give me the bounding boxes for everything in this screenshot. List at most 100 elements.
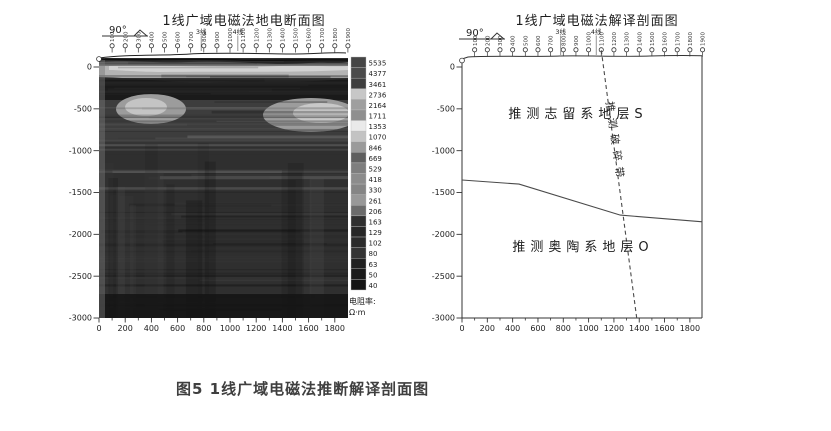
x-tick-label: 200	[480, 324, 495, 333]
station-label: 200	[485, 35, 491, 46]
depth-axis-right: 0 -500 -1000 -1500 -2000 -2500 -3000	[432, 63, 462, 323]
texture-streak	[99, 82, 348, 85]
station-marker	[548, 47, 554, 53]
texture-streak	[99, 122, 348, 124]
texture-streak	[159, 176, 348, 180]
x-tick-label: 1800	[325, 324, 345, 333]
texture-streak	[99, 187, 348, 190]
texture-streak	[99, 78, 348, 80]
station-label: 1000	[587, 32, 593, 46]
figure-caption: 图5 1线广域电磁法推断解译剖面图	[176, 380, 430, 398]
texture-streak	[99, 128, 348, 132]
texture-streak	[215, 133, 348, 135]
y-tick-label: -3000	[69, 314, 92, 323]
station-marker	[201, 43, 207, 49]
texture-column	[108, 178, 118, 318]
station-label: 400	[511, 35, 517, 46]
y-tick-label: -1000	[432, 146, 455, 155]
texture-streak	[187, 135, 348, 139]
texture-streak	[104, 60, 284, 63]
texture-streak	[99, 193, 348, 195]
station-label: 300	[498, 35, 504, 46]
right-panel-title: 1线广域电磁法解译剖面图	[515, 14, 678, 29]
texture-streak	[148, 176, 270, 180]
station-label: 800	[561, 35, 567, 46]
station-marker	[319, 43, 325, 49]
texture-streak	[99, 284, 348, 287]
texture-streak	[99, 256, 348, 258]
azimuth-triangle-icon	[490, 32, 505, 40]
colorbar-cell	[350, 247, 367, 259]
station-label: 200	[123, 31, 129, 42]
texture-column	[102, 163, 114, 318]
azimuth-marker-left: 90°	[102, 25, 148, 37]
colorbar-value: 1711	[369, 113, 387, 121]
station-label: 1300	[267, 28, 273, 42]
station-label: 1900	[701, 32, 707, 46]
station-label: 1100	[599, 32, 605, 46]
surface-line-right	[461, 55, 703, 60]
colorbar-value: 163	[369, 218, 382, 226]
x-tick-label: 1800	[680, 324, 700, 333]
texture-streak	[99, 107, 348, 109]
station-marker	[535, 47, 541, 53]
texture-streak	[101, 230, 301, 234]
station-label: 1700	[320, 28, 326, 42]
y-tick-label: 0	[87, 63, 92, 72]
texture-streak	[99, 90, 348, 93]
texture-streak	[99, 258, 348, 260]
colorbar-cell	[350, 236, 367, 248]
texture-streak	[99, 190, 348, 193]
layer-label-upper: 推测志留系地层S	[508, 107, 647, 122]
station-marker	[636, 47, 642, 53]
texture-streak	[99, 60, 348, 63]
colorbar-cell	[350, 205, 367, 217]
colorbar-value: 50	[369, 271, 378, 279]
texture-column	[287, 163, 304, 318]
station-marker	[292, 43, 298, 49]
texture-streak	[186, 203, 348, 205]
texture-streak	[99, 260, 348, 263]
texture-streak	[99, 144, 348, 147]
texture-streak	[99, 245, 348, 248]
texture-streak	[187, 123, 348, 126]
texture-streak	[112, 170, 282, 173]
texture-streak	[155, 137, 348, 140]
station-label: 700	[549, 35, 555, 46]
left-panel-title: 1线广域电磁法地电断面图	[162, 14, 325, 29]
colorbar-value: 1070	[369, 134, 387, 142]
resistivity-colorbar: 5535 4377 3461 2736 2164 1711 1353 1070 846 669 52…	[350, 56, 387, 291]
texture-streak	[99, 235, 348, 239]
station-marker	[484, 47, 490, 53]
y-tick-label: -1500	[69, 188, 92, 197]
colorbar-value: 3461	[369, 81, 387, 89]
texture-streak	[128, 61, 257, 65]
azimuth-triangle-icon	[133, 29, 148, 37]
layer-label-lower: 推测奥陶系地层O	[512, 239, 653, 255]
texture-column	[145, 144, 158, 318]
station-marker	[522, 47, 528, 53]
colorbar-value: 261	[369, 197, 382, 205]
colorbar-value: 4377	[369, 70, 387, 78]
inferred-fault-line	[600, 50, 638, 319]
x-tick-label: 0	[459, 324, 464, 333]
texture-streak	[191, 249, 348, 253]
layer-boundary-line	[461, 179, 703, 223]
station-label: 1300	[625, 32, 631, 46]
x-tick-label: 400	[144, 324, 159, 333]
azimuth-label: 90°	[466, 28, 484, 39]
texture-streak	[114, 87, 300, 89]
texture-column	[166, 184, 175, 318]
texture-streak	[99, 218, 348, 221]
texture-streak	[99, 76, 348, 79]
texture-streak	[107, 88, 272, 92]
y-tick-label: 0	[450, 63, 455, 72]
colorbar-value: 330	[369, 187, 382, 195]
station-marker	[649, 47, 655, 53]
x-tick-label: 800	[556, 324, 571, 333]
station-marker	[700, 47, 706, 53]
texture-streak	[99, 188, 348, 192]
texture-streak	[214, 101, 328, 103]
station-marker	[240, 43, 246, 49]
